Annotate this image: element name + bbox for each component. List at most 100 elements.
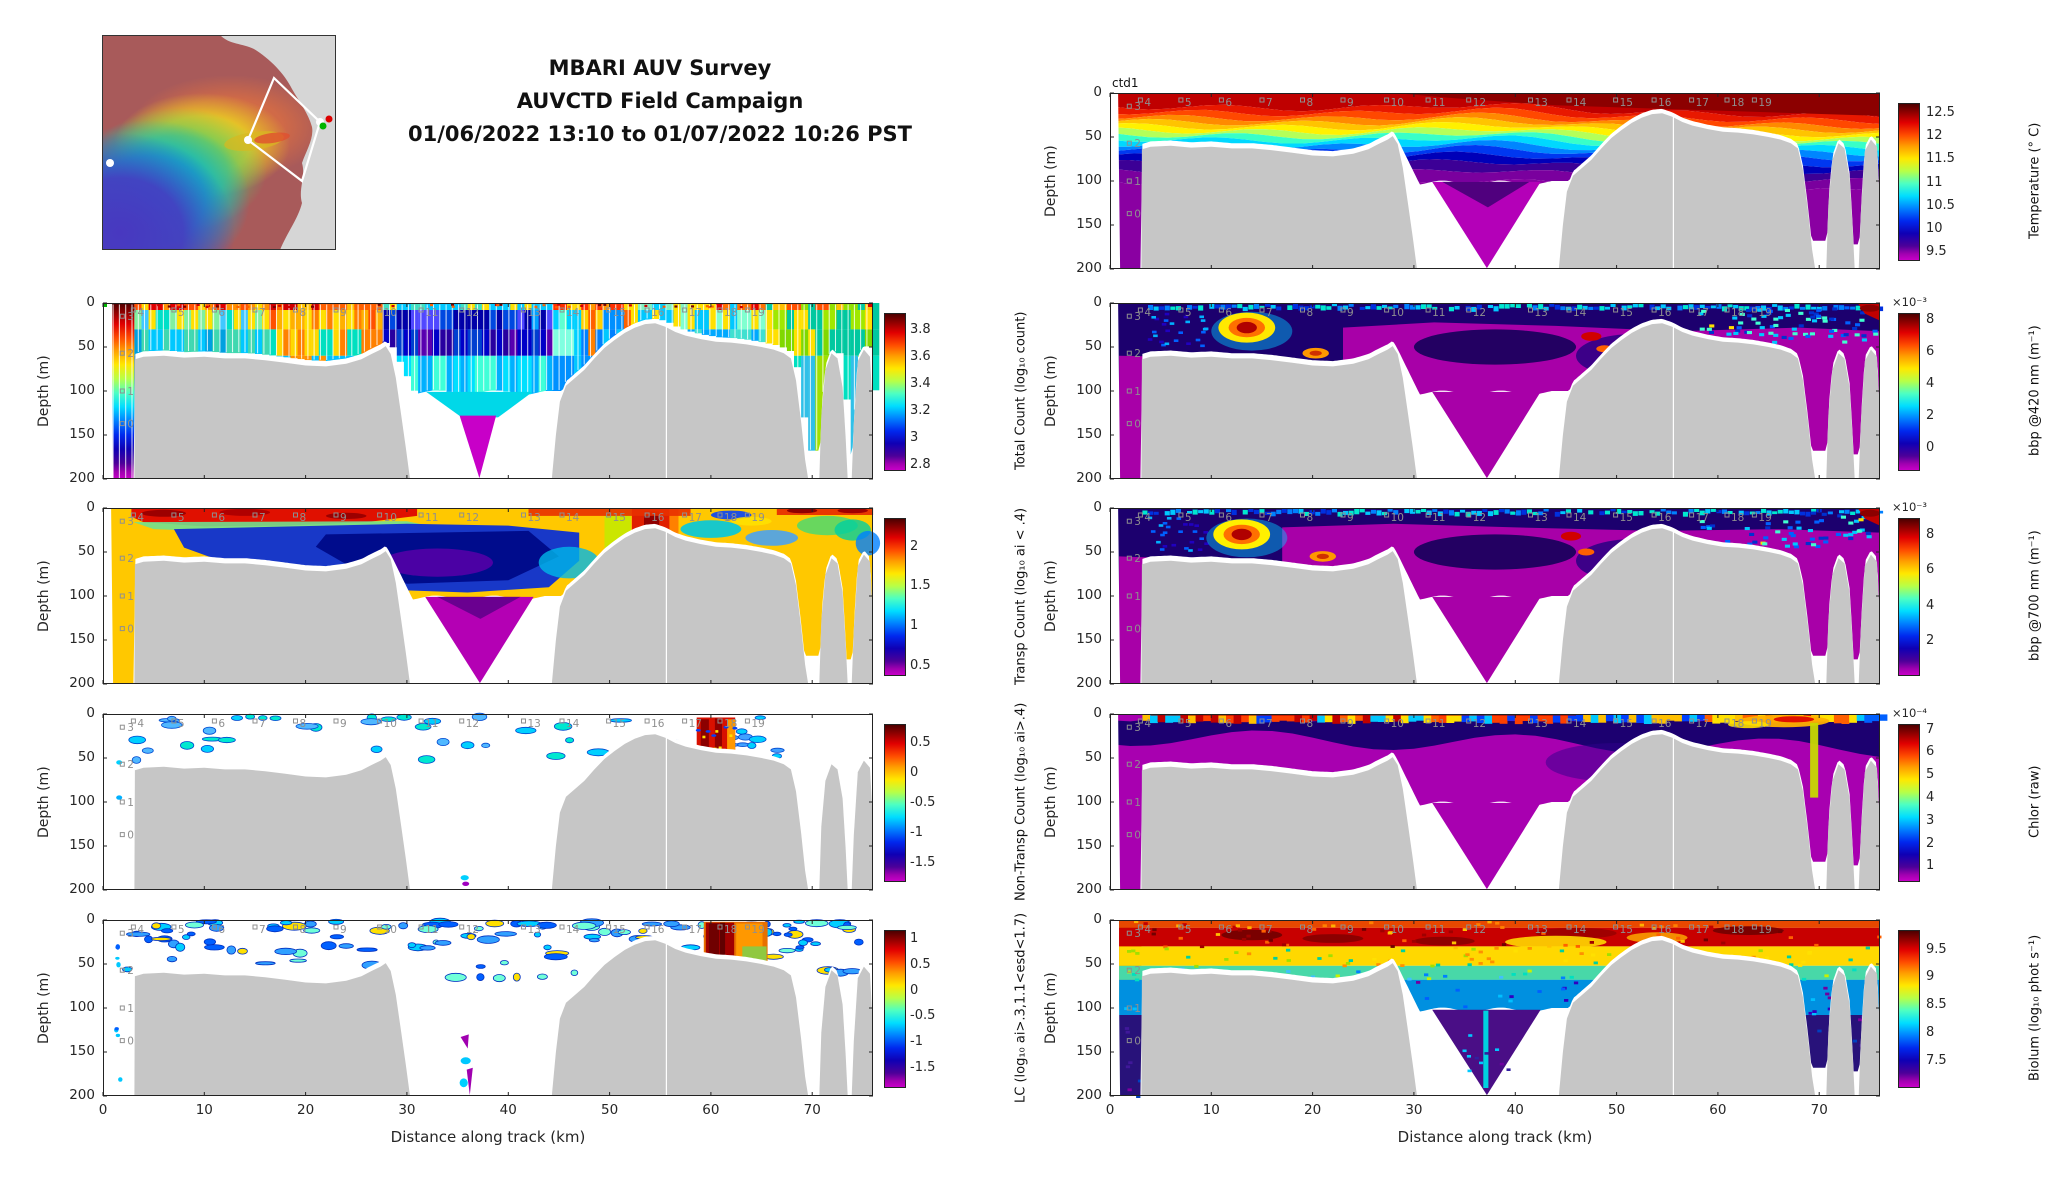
- y-tick-label: 50: [1084, 543, 1102, 559]
- svg-text:17: 17: [689, 924, 702, 936]
- colorbar-tick-label: 8: [1926, 526, 1935, 542]
- y-tick-label: 100: [1076, 793, 1102, 809]
- y-tick-label: 100: [1076, 587, 1102, 603]
- colorbar-tick-label: 3: [910, 430, 919, 446]
- panel-temperature: 4 5 6 7 8 9 10 11 12 13 14 15 16 17 18 19 3 2 1 0: [1109, 92, 1880, 270]
- svg-text:4: 4: [1144, 97, 1151, 109]
- svg-text:6: 6: [1225, 97, 1232, 109]
- svg-text:14: 14: [1573, 924, 1587, 936]
- svg-text:19: 19: [1758, 307, 1771, 319]
- colorbar-tick-label: -1.5: [910, 1059, 936, 1075]
- svg-text:4: 4: [1144, 718, 1151, 730]
- svg-text:9: 9: [340, 512, 347, 524]
- svg-text:2: 2: [1134, 965, 1141, 977]
- colorbar-tick-label: -0.5: [910, 795, 936, 811]
- colorbar-label: bbp @420 nm (m⁻¹): [2027, 325, 2043, 457]
- svg-text:6: 6: [1225, 924, 1232, 936]
- colorbar-tick-label: 10: [1926, 220, 1943, 236]
- colorbar-tick-label: 9.5: [1926, 941, 1947, 957]
- svg-text:15: 15: [613, 307, 626, 319]
- svg-text:4: 4: [1144, 307, 1151, 319]
- y-tick-label: 50: [1084, 128, 1102, 144]
- svg-text:11: 11: [1432, 718, 1445, 730]
- colorbar-tick-label: 1: [910, 931, 919, 947]
- svg-text:19: 19: [751, 307, 764, 319]
- colorbar-tick-label: 3.8: [910, 322, 931, 338]
- svg-text:4: 4: [1144, 924, 1151, 936]
- colorbar-tick-label: 2: [1926, 633, 1935, 649]
- svg-text:11: 11: [1432, 924, 1445, 936]
- svg-text:17: 17: [689, 512, 702, 524]
- y-tick-label: 100: [1076, 382, 1102, 398]
- y-tick-label: 200: [1076, 881, 1102, 897]
- svg-text:2: 2: [1134, 138, 1141, 150]
- svg-text:18: 18: [1731, 718, 1744, 730]
- y-tick-label: 0: [86, 499, 95, 515]
- colorbar-tick-label: 0: [910, 982, 919, 998]
- svg-text:5: 5: [178, 512, 185, 524]
- svg-text:13: 13: [1535, 97, 1548, 109]
- svg-text:15: 15: [613, 512, 626, 524]
- x-tick-label: 30: [1405, 1102, 1423, 1118]
- svg-text:15: 15: [1620, 512, 1633, 524]
- svg-text:11: 11: [1432, 307, 1445, 319]
- svg-text:3: 3: [127, 516, 134, 528]
- colorbar-tick-label: 6: [1926, 562, 1935, 578]
- svg-text:4: 4: [137, 307, 144, 319]
- y-axis-label: Depth (m): [1043, 560, 1059, 632]
- x-tick-label: 60: [702, 1102, 720, 1118]
- svg-text:7: 7: [259, 924, 266, 936]
- colorbar-lc: [884, 930, 906, 1088]
- colorbar-bbp420: [1898, 313, 1920, 471]
- colorbar-tick-label: -1: [910, 825, 923, 841]
- svg-text:10: 10: [1391, 97, 1404, 109]
- x-tick-label: 20: [297, 1102, 315, 1118]
- colorbar-temperature: [1898, 103, 1920, 261]
- colorbar-non-transp-count: [884, 724, 906, 882]
- svg-text:5: 5: [1185, 924, 1192, 936]
- svg-text:17: 17: [1696, 512, 1709, 524]
- svg-text:8: 8: [300, 924, 307, 936]
- svg-text:16: 16: [651, 718, 665, 730]
- y-tick-label: 50: [77, 338, 95, 354]
- colorbar-tick-label: 0.5: [910, 957, 931, 972]
- svg-text:0: 0: [1134, 830, 1141, 842]
- svg-text:10: 10: [1391, 718, 1404, 730]
- svg-text:8: 8: [300, 307, 307, 319]
- colorbar-tick-label: 7: [1926, 721, 1935, 737]
- bathymetry-map: [102, 35, 336, 250]
- colorbar-label: Transp Count (log₁₀ ai < .4): [1013, 507, 1029, 685]
- svg-text:6: 6: [218, 718, 225, 730]
- svg-text:7: 7: [1266, 512, 1273, 524]
- y-axis-label: Depth (m): [36, 355, 52, 427]
- svg-text:5: 5: [1185, 307, 1192, 319]
- svg-text:9: 9: [1347, 718, 1354, 730]
- y-tick-label: 100: [1076, 172, 1102, 188]
- svg-text:7: 7: [259, 512, 266, 524]
- colorbar-tick-label: -1: [910, 1034, 923, 1050]
- svg-text:1: 1: [1134, 176, 1141, 188]
- svg-text:10: 10: [384, 307, 397, 319]
- colorbar-tick-label: 0.5: [910, 658, 931, 674]
- y-tick-label: 0: [1093, 294, 1102, 310]
- y-tick-label: 150: [1076, 216, 1102, 232]
- y-tick-label: 150: [1076, 426, 1102, 442]
- svg-text:13: 13: [528, 924, 541, 936]
- colorbar-tick-label: -1.5: [910, 855, 936, 871]
- y-axis-label: Depth (m): [1043, 766, 1059, 838]
- y-tick-label: 0: [1093, 911, 1102, 927]
- y-tick-label: 0: [86, 294, 95, 310]
- svg-text:12: 12: [1473, 512, 1486, 524]
- svg-text:12: 12: [1473, 307, 1486, 319]
- svg-text:17: 17: [1696, 97, 1709, 109]
- colorbar-tick-label: 3.4: [910, 376, 931, 392]
- svg-text:16: 16: [1658, 512, 1672, 524]
- y-tick-label: 0: [1093, 499, 1102, 515]
- svg-text:3: 3: [1134, 311, 1141, 323]
- panel-corner-label: ctd1: [1112, 76, 1139, 90]
- svg-text:9: 9: [1347, 924, 1354, 936]
- svg-text:2: 2: [127, 553, 134, 565]
- svg-text:8: 8: [1307, 97, 1314, 109]
